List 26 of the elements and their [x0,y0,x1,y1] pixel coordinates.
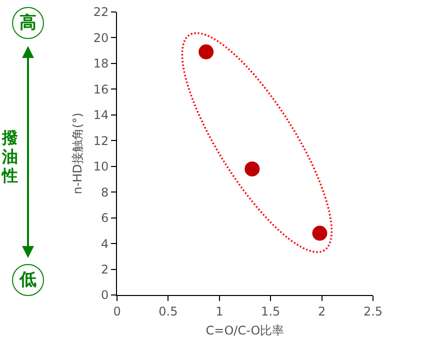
y-tick-label: 20 [93,30,109,45]
x-tick-label: 2.5 [363,304,383,318]
x-tick-label: 0 [113,304,121,318]
y-tick-label: 8 [100,185,109,200]
y-tick-label: 10 [93,160,109,174]
x-tick-label: 1 [216,304,224,318]
point [198,44,214,60]
y-tick-label: 6 [100,211,109,226]
y-tick-label: 16 [93,82,109,96]
y-tick-label: 4 [100,236,109,251]
x-tick-label: 0.5 [158,304,178,318]
y-tick-label: 0 [100,288,109,302]
x-tick-label: 2 [318,304,326,318]
text: 高 [12,7,44,39]
y-tick-label: 12 [93,134,109,148]
y-tick-label: 18 [93,56,109,71]
y-axis-title: n-HD接触角(°) [70,112,85,194]
text: 撥油性 [2,128,18,185]
x-axis-title: C=O/C-O比率 [206,323,284,338]
y-tick-label: 14 [93,108,109,122]
point [312,226,328,241]
text: 低 [12,264,44,296]
y-tick-label: 22 [93,5,109,20]
point [244,161,260,176]
x-tick-label: 1.5 [261,304,280,318]
y-tick-label: 2 [100,262,109,276]
